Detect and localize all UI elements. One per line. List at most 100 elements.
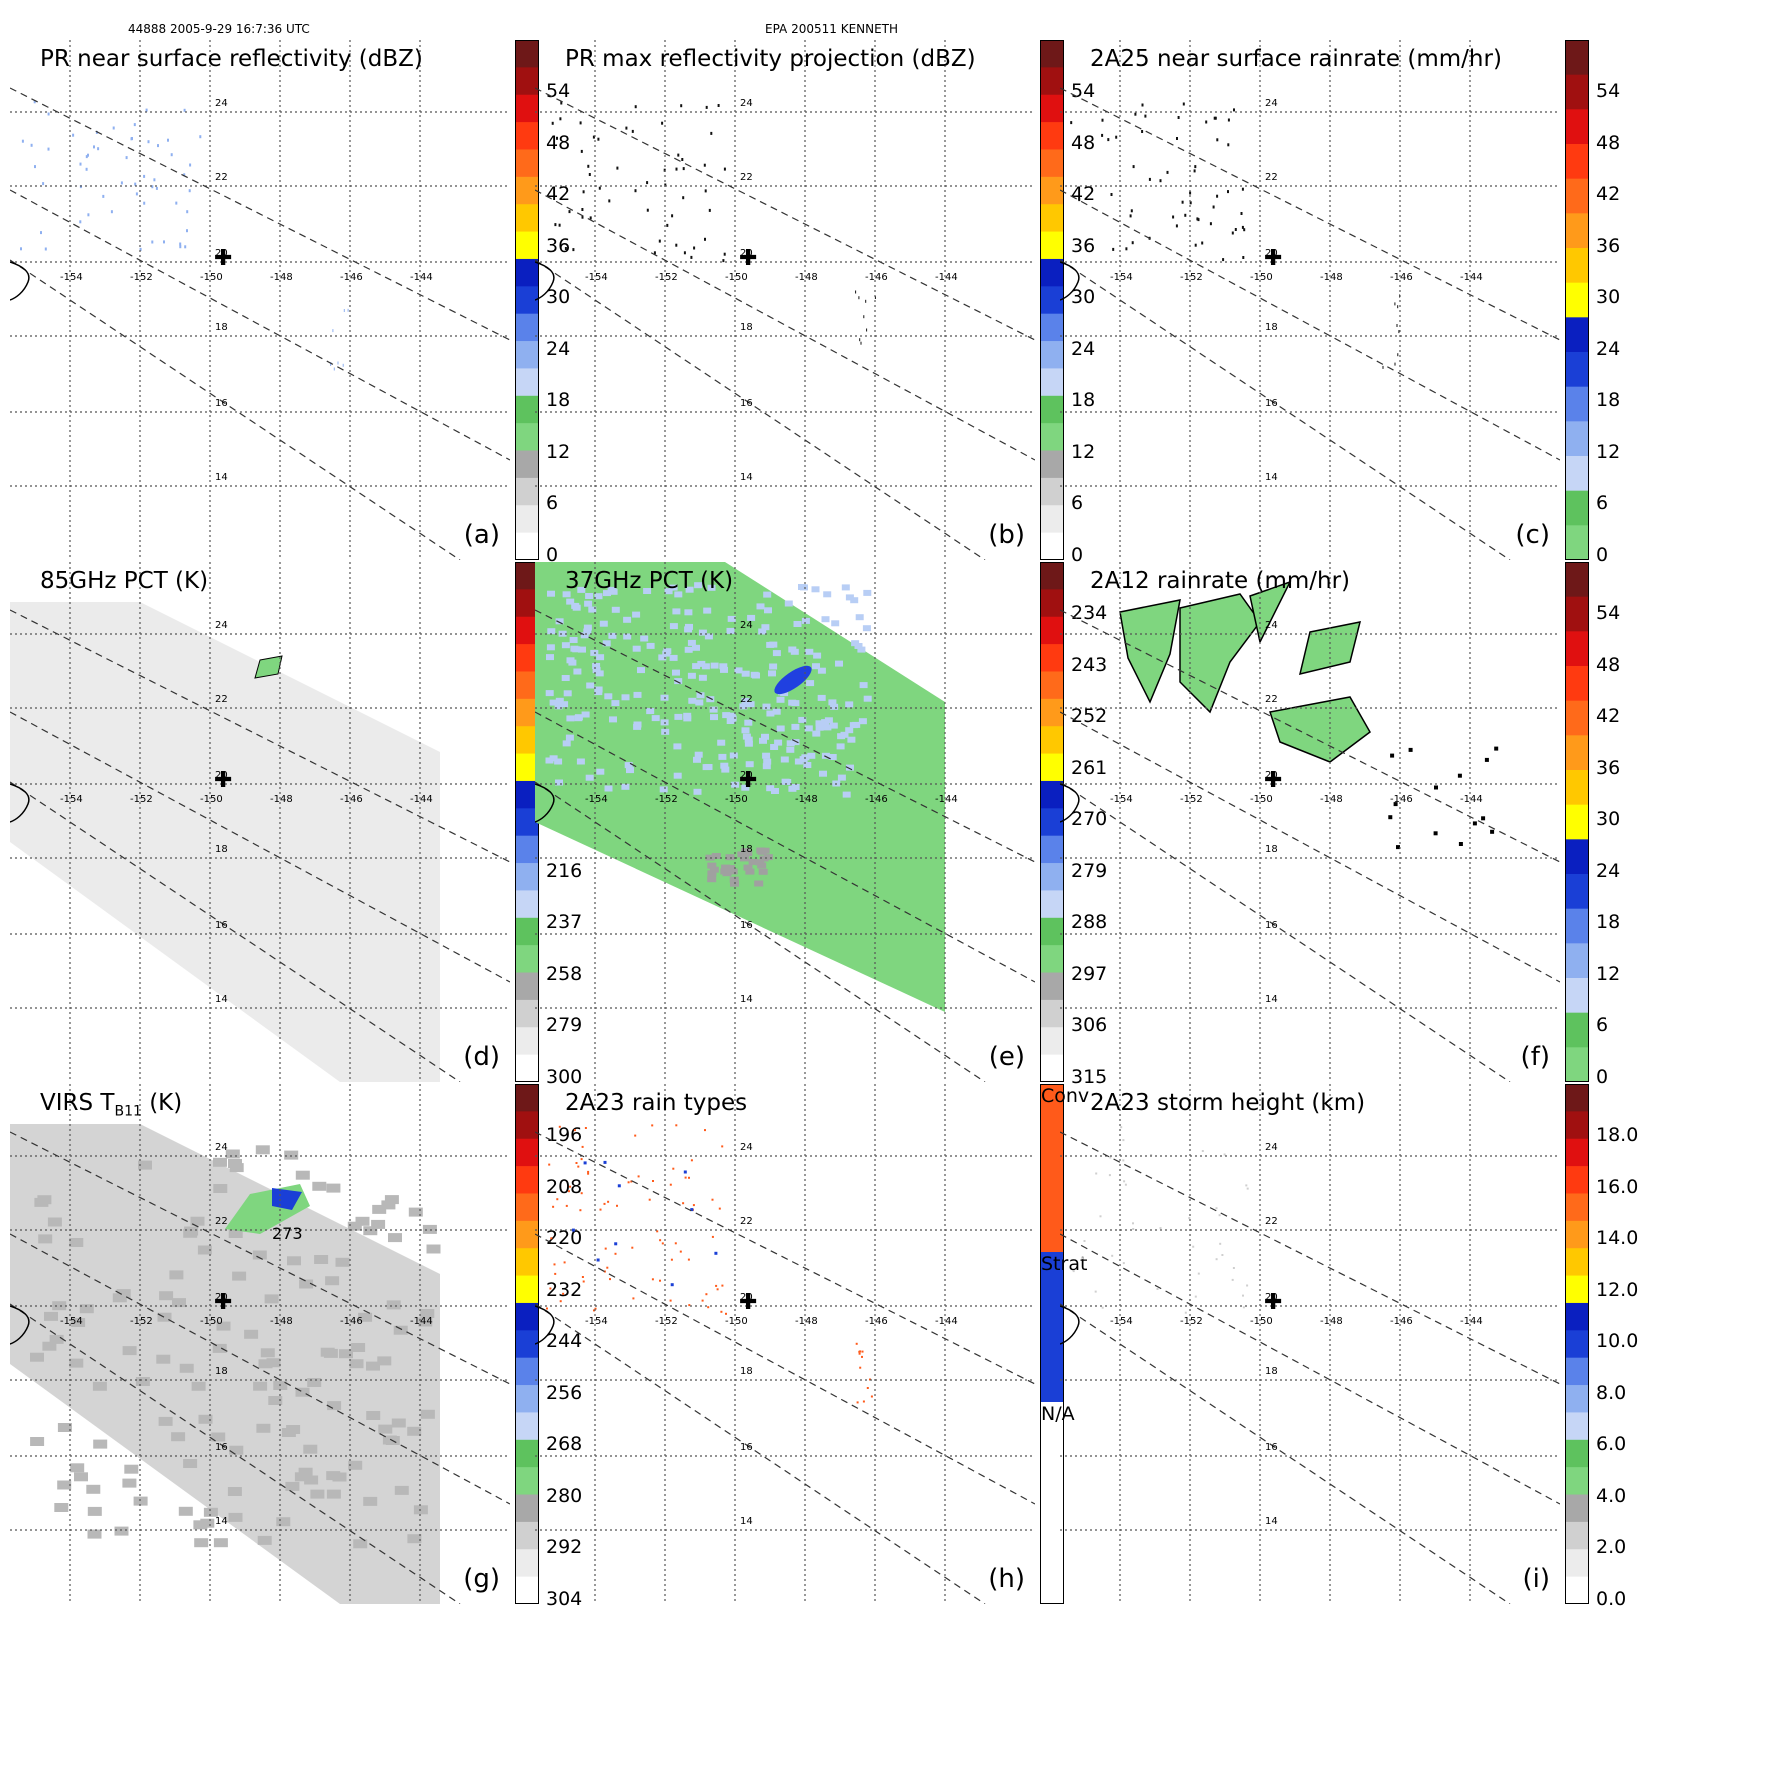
swath-edge-line [10,1131,510,1385]
rain-fleck [1396,845,1400,850]
light-pixel [863,695,872,702]
light-pixel [684,646,693,653]
latitude-label: 22 [1265,172,1278,183]
colorbar-segment [1040,863,1064,891]
latitude-label: 18 [1265,1366,1278,1377]
convective-pixel [684,1176,687,1179]
latitude-label: 24 [215,98,228,109]
convective-pixel [563,1261,566,1264]
echo-pixel [1130,209,1133,213]
gray-pixel [743,864,753,871]
echo-pixel [1241,187,1244,191]
convective-pixel [856,1401,859,1404]
swath-edge-line [535,1303,986,1604]
light-pixel [624,762,633,769]
light-pixel [855,614,864,621]
colorbar-segment [1040,94,1064,123]
echo-pixel [703,163,706,167]
latitude-label: 20 [740,1292,753,1303]
light-pixel [776,696,785,703]
coastline [10,261,30,301]
gray-pixel [755,859,765,866]
echo-pixel [139,247,142,251]
rain-fleck [1457,773,1462,778]
convective-pixel [711,1198,714,1201]
longitude-label: -152 [1180,272,1203,283]
colorbar-segment [1040,644,1064,672]
cloud-texture [381,1200,396,1210]
echo-pixel [588,173,591,176]
colorbar-segment [515,395,539,424]
colorbar-segment [1040,176,1064,205]
light-pixel [784,600,793,607]
light-pixel [592,667,601,674]
field-virs [10,1124,441,1604]
colorbar-segment [515,945,539,974]
echo-pixel [1194,165,1197,169]
light-pixel [842,791,851,798]
light-pixel [555,779,563,786]
colorbar-segment [515,1275,539,1304]
gray-pixel [707,870,717,877]
echo-pixel [1214,116,1217,120]
echo-pixel [145,108,148,112]
colorbar-ticks: 54 48 42 36 30 24 18 12 6 0 [1071,40,1161,565]
stratiform-pixel [617,1184,621,1188]
convective-pixel [584,1127,587,1129]
echo-pixel [1398,330,1400,334]
colorbar-segment [1565,1576,1589,1604]
colorbar-segment [515,1111,539,1140]
echo-pixel [93,145,95,149]
latitude-label: 14 [1265,472,1278,483]
cloud-texture [49,1334,64,1344]
cloud-texture [408,1207,423,1217]
swath-edge-line [10,781,461,1082]
colorbar-segment [1040,835,1064,864]
echo-pixel [189,163,192,167]
swath-edge-line [535,189,1035,461]
light-pixel [718,753,727,760]
light-pixel [585,774,594,781]
cloud-texture [172,1298,186,1308]
echo-pixel [1176,137,1178,140]
echo-pixel [1115,135,1118,139]
echo-pixel [592,135,595,139]
echo-pixel [155,186,158,190]
colorbar-segment [515,423,539,452]
light-pixel [774,739,783,746]
echo-pixel [1172,215,1175,219]
panel-letter: (d) [463,1042,500,1072]
rain-fleck [1484,757,1489,762]
light-pixel [709,706,718,713]
colorbar-tick-label: 261 [1071,756,1108,779]
convective-pixel [858,1352,861,1355]
colorbar-segment [1565,248,1589,284]
light-pixel [819,770,827,777]
colorbar-tick-label: 6 [1596,1014,1609,1036]
light-pixel [633,721,642,728]
colorbar-border [1040,40,1064,560]
echo-pixel [40,231,42,235]
light-pixel [863,589,872,596]
colorbar-tick-label: 8.0 [1596,1381,1627,1404]
light-pixel [791,739,800,746]
colorbar-tick-label: 48 [546,131,571,154]
colorbar [515,40,539,560]
field-pr_max [551,101,876,345]
height-pixel [1201,1150,1204,1152]
echo-pixel [556,136,558,140]
colorbar-tick-label: 220 [546,1227,583,1249]
longitude-label: -154 [1110,794,1133,805]
colorbar-segment [515,1412,539,1441]
echo-pixel [47,147,50,151]
colorbar-tick-label: 315 [1071,1065,1108,1088]
convective-pixel [599,1208,602,1211]
echo-pixel [30,143,33,147]
colorbar-tick-label: 2.0 [1596,1536,1627,1558]
gray-pixel [748,858,758,865]
cloud-texture [299,1279,314,1289]
light-pixel [793,621,802,627]
swath-edge-line [1060,711,1560,983]
colorbar-segment [1565,596,1589,632]
echo-pixel [183,173,186,177]
